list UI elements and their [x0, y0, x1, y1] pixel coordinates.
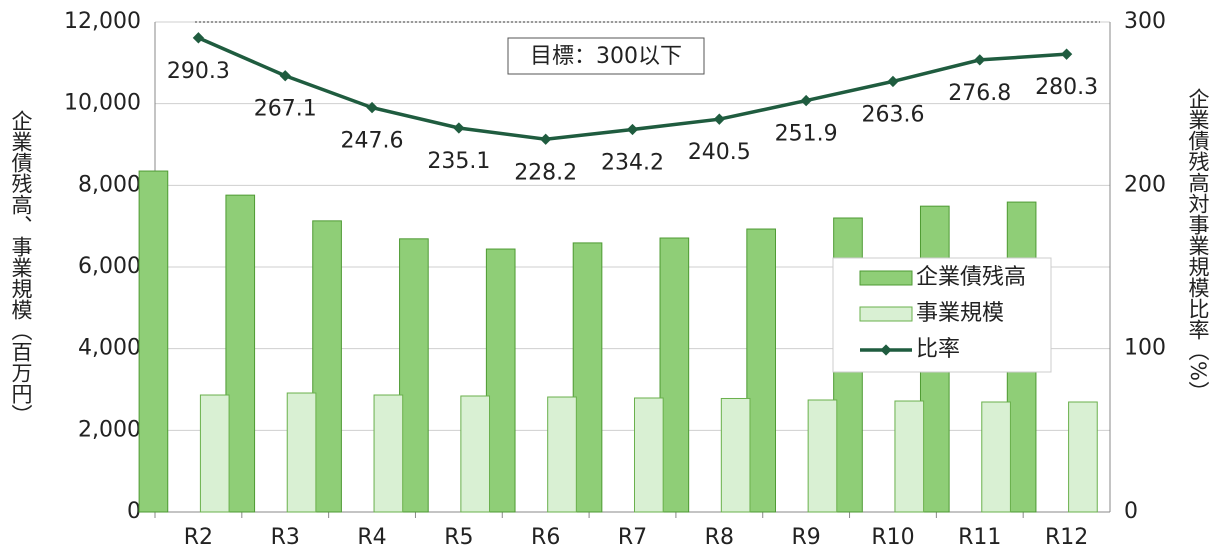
data-label: 240.5 [688, 140, 751, 165]
y2-tick-label: 300 [1124, 9, 1166, 34]
legend-swatch [859, 306, 913, 322]
bar [634, 397, 664, 513]
y-axis-title: 企業債残高、事業規模（百万円） [9, 110, 33, 425]
bar [373, 394, 404, 513]
marker [626, 123, 639, 136]
y-tick-label: 6,000 [78, 254, 141, 279]
bar [485, 248, 516, 513]
bar [399, 238, 429, 513]
bar [981, 401, 1011, 513]
legend-label: 事業規模 [916, 301, 1004, 326]
bar [312, 220, 342, 513]
marker [192, 32, 205, 44]
x-tick-label: R2 [184, 525, 213, 550]
marker [1060, 48, 1073, 60]
marker [887, 75, 899, 88]
y2-tick-label: 0 [1124, 499, 1138, 524]
bar [807, 399, 838, 513]
x-tick-label: R3 [271, 525, 300, 550]
data-label: 276.8 [948, 81, 1011, 106]
bar [720, 397, 751, 513]
y-tick-label: 10,000 [64, 91, 141, 116]
marker [279, 70, 291, 82]
bar [225, 194, 256, 513]
annotation: 目標：300以下 [530, 44, 682, 69]
data-label: 228.2 [514, 160, 577, 185]
data-label: 267.1 [254, 97, 317, 122]
y-tick-label: 8,000 [78, 172, 141, 197]
legend-swatch [880, 344, 892, 356]
data-label: 263.6 [861, 102, 924, 127]
x-tick-label: R4 [357, 525, 386, 550]
x-tick-label: R11 [958, 525, 1001, 550]
y-tick-label: 12,000 [64, 9, 141, 34]
y-tick-label: 4,000 [78, 336, 141, 361]
y2-tick-label: 100 [1124, 336, 1166, 361]
bar [286, 392, 317, 513]
x-tick-label: R8 [705, 525, 734, 550]
data-label: 235.1 [427, 149, 490, 174]
annotation-box [507, 37, 705, 75]
marker [800, 94, 812, 107]
data-label: 280.3 [1035, 75, 1098, 100]
bar [199, 394, 230, 513]
x-tick-label: R5 [444, 525, 473, 550]
x-tick-label: R12 [1045, 525, 1088, 550]
legend-swatch [859, 270, 913, 286]
x-tick-label: R9 [791, 525, 820, 550]
marker [974, 54, 986, 66]
legend-label: 企業債残高 [916, 265, 1026, 290]
y-tick-label: 2,000 [78, 417, 141, 442]
bar [746, 228, 776, 513]
legend-label: 比率 [916, 337, 960, 362]
bar [138, 170, 169, 513]
bar [547, 396, 577, 513]
marker [713, 113, 725, 125]
y2-tick-label: 200 [1124, 172, 1166, 197]
y-tick-label: 0 [127, 499, 141, 524]
data-label: 290.3 [167, 59, 230, 84]
data-label: 247.6 [341, 129, 404, 154]
x-tick-label: R10 [871, 525, 914, 550]
bar [894, 400, 925, 513]
x-tick-label: R6 [531, 525, 560, 550]
bar [460, 395, 491, 513]
bar [659, 237, 690, 513]
bar [1068, 401, 1098, 513]
bar [572, 242, 603, 513]
y2-axis-title: 企業債残高対事業規模比率（%） [1186, 88, 1210, 402]
marker [540, 133, 552, 145]
data-label: 251.9 [775, 122, 838, 147]
data-label: 234.2 [601, 150, 664, 175]
x-tick-label: R7 [618, 525, 647, 550]
marker [453, 122, 465, 134]
